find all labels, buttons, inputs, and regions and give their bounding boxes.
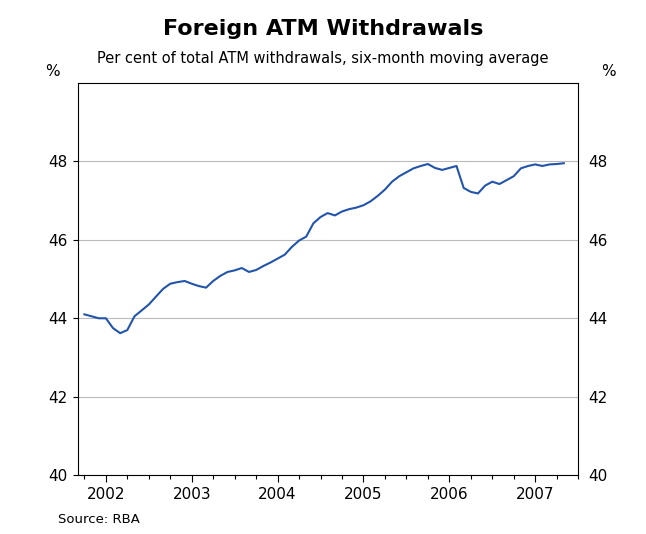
Text: Foreign ATM Withdrawals: Foreign ATM Withdrawals xyxy=(163,19,483,38)
Text: %: % xyxy=(45,64,59,79)
Text: Source: RBA: Source: RBA xyxy=(58,513,140,526)
Text: Per cent of total ATM withdrawals, six-month moving average: Per cent of total ATM withdrawals, six-m… xyxy=(98,51,548,66)
Text: %: % xyxy=(601,64,616,79)
